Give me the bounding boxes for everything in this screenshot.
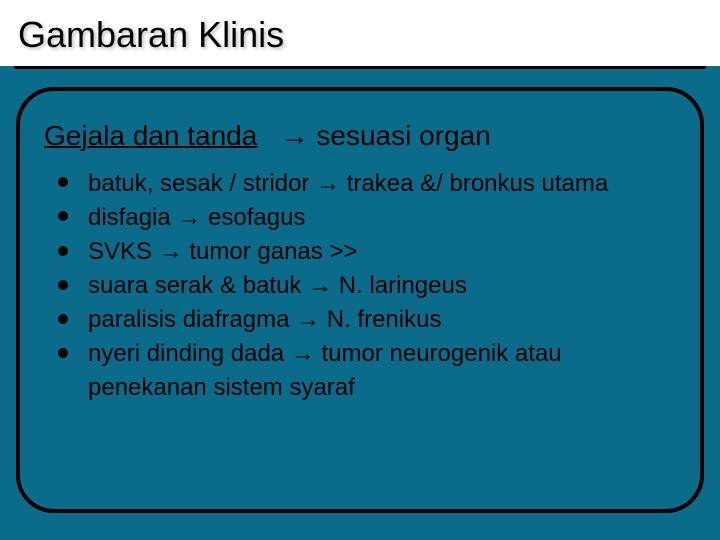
list-item-text: nyeri dinding dada → tumor neurogenik at… — [88, 340, 562, 401]
list-item: batuk, sesak / stridor → trakea &/ bronk… — [58, 167, 676, 201]
title-underline — [14, 66, 706, 69]
bullet-icon — [58, 348, 68, 358]
spacer — [265, 120, 273, 151]
list-item: nyeri dinding dada → tumor neurogenik at… — [58, 337, 676, 405]
list-item-text: batuk, sesak / stridor → trakea &/ bronk… — [88, 170, 608, 197]
subtitle-rest: sesuasi organ — [316, 120, 490, 151]
slide: Gambaran Klinis Gejala dan tanda → sesua… — [0, 0, 720, 540]
slide-title: Gambaran Klinis — [18, 14, 702, 56]
list-item-text: SVKS → tumor ganas >> — [88, 238, 357, 265]
list-item-text: suara serak & batuk → N. laringeus — [88, 272, 467, 299]
bullet-icon — [58, 314, 68, 324]
subtitle: Gejala dan tanda → sesuasi organ — [44, 119, 676, 153]
bullet-icon — [58, 177, 68, 187]
header: Gambaran Klinis — [0, 0, 720, 66]
list-item: disfagia → esofagus — [58, 201, 676, 235]
bullet-icon — [58, 280, 68, 290]
list-item-text: disfagia → esofagus — [88, 204, 305, 231]
arrow-icon: → — [281, 120, 309, 151]
bullet-list: batuk, sesak / stridor → trakea &/ bronk… — [44, 167, 676, 406]
bullet-icon — [58, 246, 68, 256]
content-box: Gejala dan tanda → sesuasi organ batuk, … — [16, 87, 704, 513]
bullet-icon — [58, 211, 68, 221]
subtitle-underlined: Gejala dan tanda — [44, 120, 257, 151]
list-item-text: paralisis diafragma → N. frenikus — [88, 306, 441, 333]
list-item: SVKS → tumor ganas >> — [58, 235, 676, 269]
list-item: suara serak & batuk → N. laringeus — [58, 269, 676, 303]
list-item: paralisis diafragma → N. frenikus — [58, 303, 676, 337]
